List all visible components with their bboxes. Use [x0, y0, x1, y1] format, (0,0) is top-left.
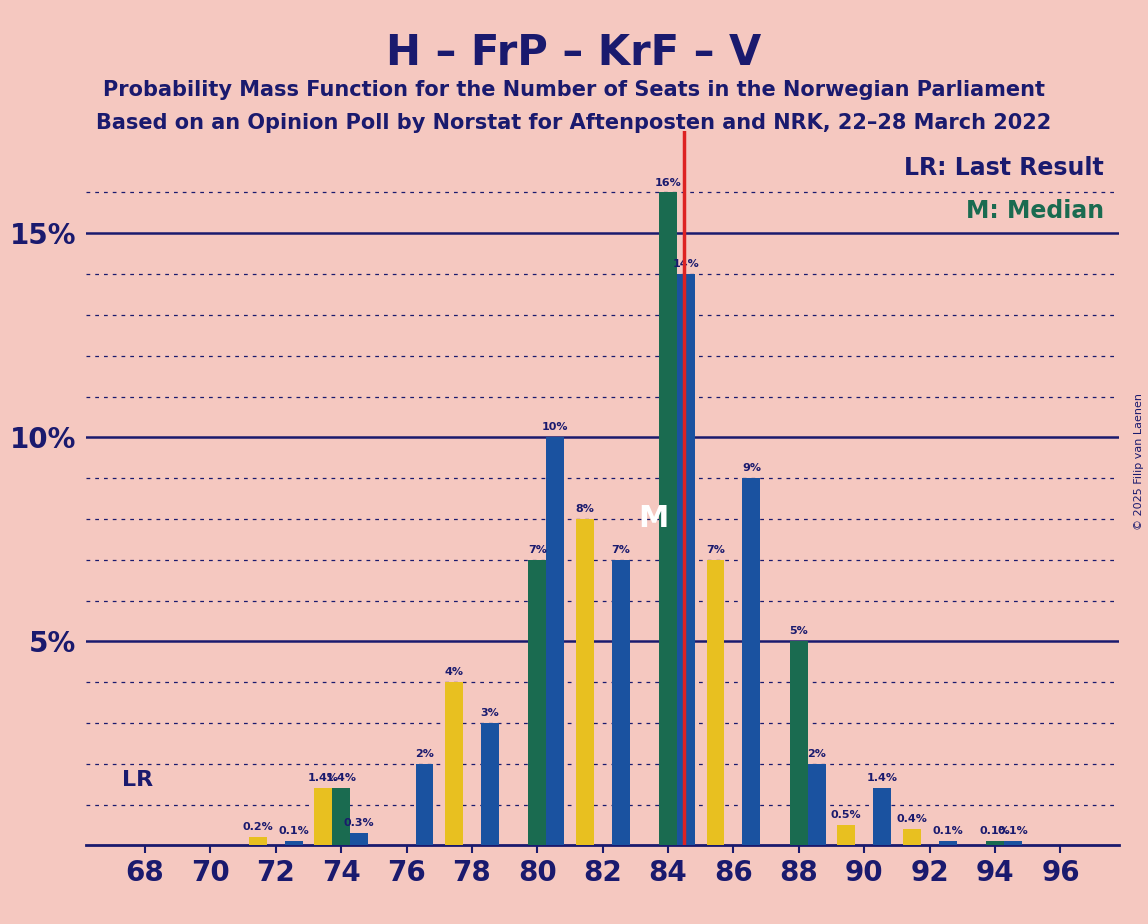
Bar — [350, 833, 369, 845]
Text: 0.1%: 0.1% — [278, 826, 309, 836]
Text: 16%: 16% — [654, 177, 682, 188]
Text: M: Median: M: Median — [965, 199, 1103, 223]
Bar — [986, 842, 1004, 845]
Text: 1.4%: 1.4% — [308, 773, 339, 784]
Bar — [332, 788, 350, 845]
Bar — [315, 788, 332, 845]
Text: 0.1%: 0.1% — [932, 826, 963, 836]
Bar — [743, 478, 760, 845]
Text: 0.1%: 0.1% — [998, 826, 1029, 836]
Bar — [416, 764, 434, 845]
Text: H – FrP – KrF – V: H – FrP – KrF – V — [387, 32, 761, 74]
Text: 0.4%: 0.4% — [897, 814, 928, 824]
Bar — [939, 842, 956, 845]
Bar — [546, 437, 565, 845]
Text: 2%: 2% — [416, 749, 434, 759]
Bar — [445, 682, 463, 845]
Text: Probability Mass Function for the Number of Seats in the Norwegian Parliament: Probability Mass Function for the Number… — [103, 80, 1045, 101]
Text: 9%: 9% — [742, 463, 761, 473]
Text: 1.4%: 1.4% — [867, 773, 898, 784]
Text: 7%: 7% — [611, 545, 630, 554]
Text: 0.1%: 0.1% — [979, 826, 1010, 836]
Text: 4%: 4% — [444, 667, 464, 677]
Bar — [902, 829, 921, 845]
Bar — [481, 723, 499, 845]
Text: 0.5%: 0.5% — [831, 810, 862, 821]
Bar — [528, 560, 546, 845]
Text: Based on an Opinion Poll by Norstat for Aftenposten and NRK, 22–28 March 2022: Based on an Opinion Poll by Norstat for … — [96, 113, 1052, 133]
Text: 0.2%: 0.2% — [242, 822, 273, 833]
Text: © 2025 Filip van Laenen: © 2025 Filip van Laenen — [1134, 394, 1143, 530]
Bar — [677, 274, 695, 845]
Bar — [808, 764, 825, 845]
Bar — [249, 837, 266, 845]
Bar — [576, 519, 594, 845]
Text: 7%: 7% — [706, 545, 724, 554]
Text: LR: LR — [122, 771, 153, 790]
Text: 0.3%: 0.3% — [343, 819, 374, 828]
Text: 8%: 8% — [575, 505, 595, 514]
Text: M: M — [638, 505, 668, 533]
Bar — [706, 560, 724, 845]
Bar — [874, 788, 891, 845]
Bar — [659, 192, 677, 845]
Text: 3%: 3% — [481, 708, 499, 718]
Bar — [1004, 842, 1022, 845]
Bar — [285, 842, 303, 845]
Text: 7%: 7% — [528, 545, 546, 554]
Bar — [790, 641, 808, 845]
Bar — [612, 560, 629, 845]
Bar — [837, 825, 855, 845]
Text: LR: Last Result: LR: Last Result — [905, 156, 1103, 180]
Text: 14%: 14% — [673, 259, 699, 269]
Text: 5%: 5% — [790, 626, 808, 637]
Text: 2%: 2% — [807, 749, 827, 759]
Text: 1.4%: 1.4% — [326, 773, 357, 784]
Text: 10%: 10% — [542, 422, 568, 432]
